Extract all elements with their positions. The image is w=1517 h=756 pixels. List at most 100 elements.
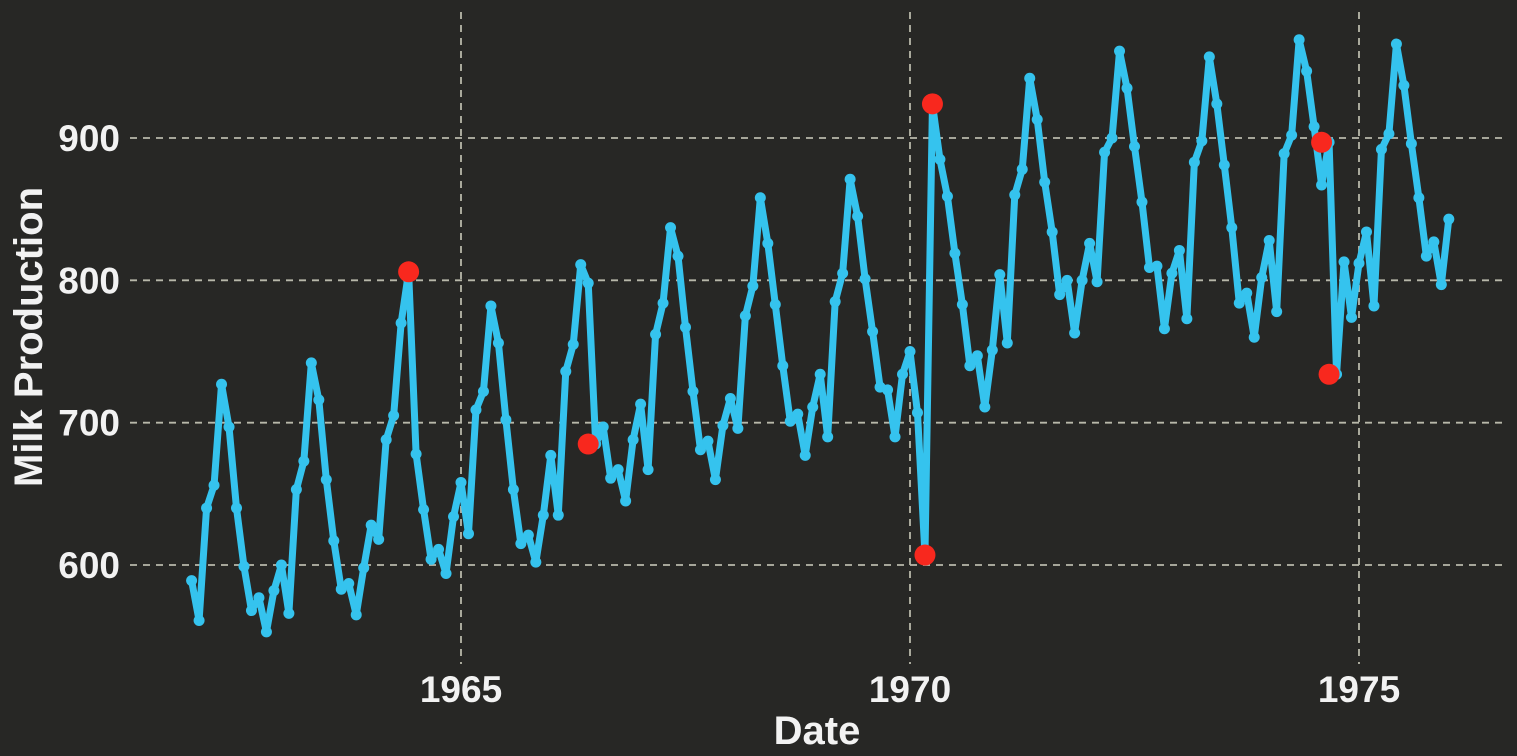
data-point [283,607,295,619]
data-point [1263,234,1275,246]
data-point [1091,276,1103,288]
data-point [777,360,789,372]
data-point [1076,274,1088,286]
data-point [1031,114,1043,125]
data-point [1316,179,1328,191]
data-point [889,431,901,443]
data-point [1383,128,1395,140]
data-point [642,464,654,476]
x-tick-1970: 1970 [869,669,951,710]
data-point [298,455,310,467]
data-point [680,321,691,333]
data-point [245,605,257,617]
data-point [582,277,594,289]
data-point [275,559,287,571]
data-point [1256,271,1268,283]
data-point [1054,289,1066,301]
data-point [1016,163,1028,175]
x-axis-label: Date [774,709,861,753]
data-point [216,378,228,390]
data-point [709,474,721,486]
data-point [1248,331,1260,343]
data-point [1271,306,1283,318]
data-point [859,273,871,285]
data-point [448,511,460,523]
data-point [867,326,879,338]
data-point [477,385,489,397]
data-point [545,449,557,461]
data-point [253,592,265,604]
data-point [201,502,213,514]
y-tick-labels: 600 700 800 900 [58,118,120,586]
data-point [911,407,923,419]
x-tick-labels: 1965 1970 1975 [420,669,1400,710]
data-point [1129,141,1140,153]
data-point [1413,192,1425,204]
data-point [500,414,512,426]
data-point [1308,121,1320,133]
data-point [425,553,437,565]
data-point [792,408,804,420]
data-point [1338,256,1350,268]
data-point [597,421,609,433]
data-point [1301,65,1313,77]
data-point [305,357,317,369]
data-point [1158,323,1170,335]
data-point [1226,222,1238,234]
data-point [380,434,392,446]
anomaly-point [398,261,420,283]
data-point [897,368,909,380]
data-point [238,560,250,572]
data-point [1196,135,1208,147]
data-point [388,410,400,422]
data-point [567,338,579,350]
data-point [627,434,639,446]
y-axis-label: Milk Production [7,187,51,487]
data-point [1278,148,1290,160]
data-point [837,267,849,279]
data-point [260,626,272,638]
data-point [1136,196,1148,208]
data-point [694,444,706,456]
data-point [470,404,482,416]
data-point [724,392,736,404]
anomaly-point [1311,131,1333,153]
data-point [852,210,864,222]
data-point [994,269,1006,281]
data-point [358,562,370,574]
data-point [941,190,953,202]
data-point [290,484,302,496]
data-point [343,578,355,589]
anomaly-point [914,544,936,566]
data-point [1188,156,1200,168]
data-point [552,509,564,521]
data-point [1420,250,1432,262]
data-point [1024,72,1036,84]
data-point [1286,129,1298,141]
data-point [844,173,856,185]
data-point [492,337,504,349]
data-point [373,533,385,545]
data-point [1173,244,1185,256]
data-point [687,385,699,397]
data-point [799,449,811,461]
data-point [949,247,961,259]
data-point [1368,300,1380,312]
data-point [365,519,377,531]
y-tick-700: 700 [58,403,120,444]
data-point [784,415,796,427]
data-point [537,509,549,521]
data-point [769,299,781,311]
data-point [762,237,774,249]
data-point [650,328,662,340]
data-point [1114,45,1126,57]
data-point [1106,132,1118,144]
data-point [1151,260,1163,272]
data-point [1293,34,1305,46]
data-point [186,575,198,587]
data-point [1046,226,1058,238]
data-point [747,280,759,292]
data-point [1443,213,1455,225]
data-point [605,472,617,484]
data-point [1435,279,1447,291]
